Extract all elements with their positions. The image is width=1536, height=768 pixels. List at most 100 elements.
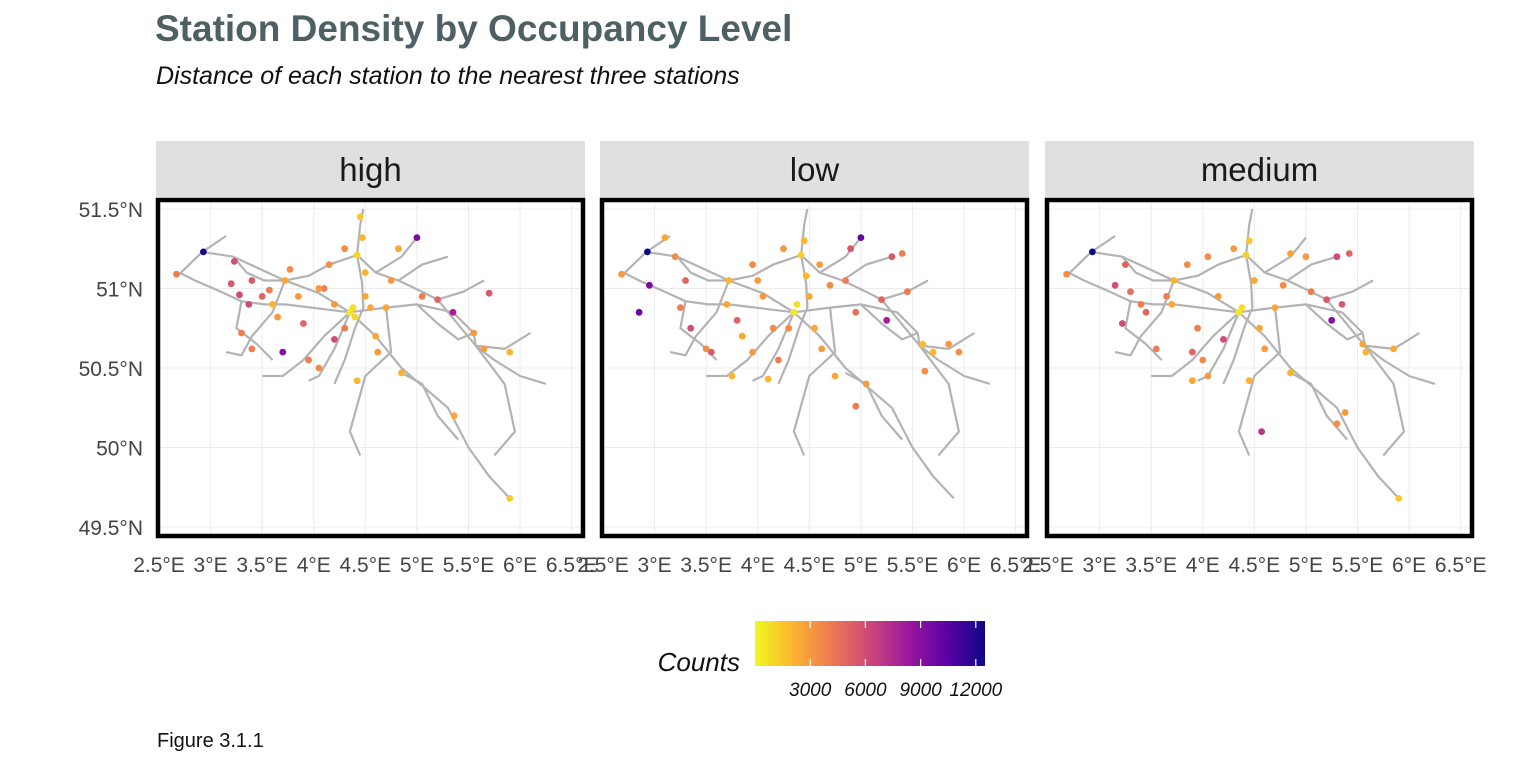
x-tick-label: 3.5°E xyxy=(680,554,732,577)
station-point xyxy=(1345,250,1353,257)
y-tick-label: 49.5°N xyxy=(79,517,143,540)
station-point xyxy=(279,348,287,356)
station-point xyxy=(811,324,818,332)
railway-line xyxy=(1222,254,1254,385)
x-tick-label: 6.5°E xyxy=(1435,554,1487,577)
station-point xyxy=(245,301,253,308)
station-point xyxy=(842,277,849,284)
station-point xyxy=(800,237,808,245)
railway-line xyxy=(262,311,351,378)
station-point xyxy=(1245,237,1253,245)
x-tick-label: 4.5°E xyxy=(784,554,836,577)
station-point xyxy=(921,367,929,375)
station-point xyxy=(1271,304,1279,311)
station-point xyxy=(374,348,382,356)
railway-line xyxy=(1286,255,1338,282)
station-point xyxy=(1199,356,1207,364)
legend-title: Counts xyxy=(658,647,740,677)
station-point xyxy=(358,234,366,242)
station-point xyxy=(749,348,756,356)
station-point xyxy=(506,495,514,502)
station-point xyxy=(1395,495,1403,502)
station-point xyxy=(1122,261,1129,268)
x-tick-label: 2.5°E xyxy=(1022,554,1074,577)
station-point xyxy=(346,308,354,316)
station-point xyxy=(1333,420,1341,428)
station-point xyxy=(1390,345,1397,353)
station-point xyxy=(450,412,458,420)
x-tick-label: 2.5°E xyxy=(577,554,629,577)
station-point xyxy=(351,313,359,321)
station-point xyxy=(1338,301,1346,308)
station-point xyxy=(1242,251,1250,259)
station-point xyxy=(754,277,762,284)
railway-line xyxy=(1124,300,1163,361)
figure-caption: Figure 3.1.1 xyxy=(157,730,264,752)
station-point xyxy=(1341,409,1349,416)
railway-line xyxy=(1197,311,1240,382)
railway-line xyxy=(860,303,919,341)
station-point xyxy=(1118,320,1126,327)
railway-line xyxy=(1068,271,1240,314)
railway-line xyxy=(235,300,274,361)
grid-lines xyxy=(602,201,1026,535)
x-tick-label: 3°E xyxy=(638,554,672,577)
x-axis: 2.5°E 3°E 3.5°E 4°E 4.5°E 5°E 5.5°E 6°E 6.5°E2.5… xyxy=(133,554,1486,577)
station-point xyxy=(797,251,805,259)
station-point xyxy=(793,301,801,308)
railway-line xyxy=(474,345,516,457)
station-point xyxy=(857,234,865,242)
railway-line xyxy=(333,254,365,385)
railway-line xyxy=(793,303,921,346)
station-point xyxy=(1307,288,1315,296)
station-point xyxy=(1362,348,1370,356)
station-point xyxy=(862,380,870,388)
station-point xyxy=(929,348,937,356)
station-point xyxy=(248,277,256,284)
facet-panel-medium: medium xyxy=(1044,141,1475,539)
station-point xyxy=(790,308,798,316)
x-tick-label: 6°E xyxy=(947,554,981,577)
station-point xyxy=(818,345,826,353)
station-point xyxy=(898,250,906,257)
station-point xyxy=(904,288,911,296)
station-point xyxy=(480,345,488,353)
station-point xyxy=(1063,270,1070,278)
station-point xyxy=(1359,340,1367,348)
station-point xyxy=(269,301,276,308)
station-point xyxy=(852,308,860,316)
station-point xyxy=(258,293,266,300)
chart-subtitle: Distance of each station to the nearest … xyxy=(156,62,740,90)
station-point xyxy=(1152,345,1160,353)
railway-line xyxy=(800,254,975,350)
station-point xyxy=(325,261,333,268)
railway-line xyxy=(819,236,862,274)
station-point xyxy=(274,313,281,321)
railway-line xyxy=(416,303,475,341)
station-point xyxy=(200,248,207,256)
station-point xyxy=(780,245,787,253)
railway-line xyxy=(706,311,795,378)
facet-strip xyxy=(1045,141,1474,197)
station-point xyxy=(1256,324,1263,332)
station-point xyxy=(618,270,625,278)
station-point xyxy=(805,293,813,300)
y-tick-label: 51°N xyxy=(96,278,143,301)
x-tick-label: 4.5°E xyxy=(1229,554,1281,577)
railway-line xyxy=(919,344,991,385)
station-point xyxy=(1220,336,1227,343)
station-point xyxy=(361,269,369,276)
station-point xyxy=(1279,281,1287,289)
station-point xyxy=(387,277,395,284)
station-point xyxy=(1287,369,1294,377)
x-tick-label: 5.5°E xyxy=(443,554,495,577)
panel-border xyxy=(1044,197,1475,539)
station-point xyxy=(1089,248,1096,256)
station-points xyxy=(618,234,963,410)
railway-line xyxy=(225,280,286,357)
station-point xyxy=(485,289,493,297)
station-point xyxy=(775,356,782,364)
railway-line xyxy=(1151,311,1240,378)
station-point xyxy=(1250,277,1258,284)
station-point xyxy=(1204,253,1212,261)
